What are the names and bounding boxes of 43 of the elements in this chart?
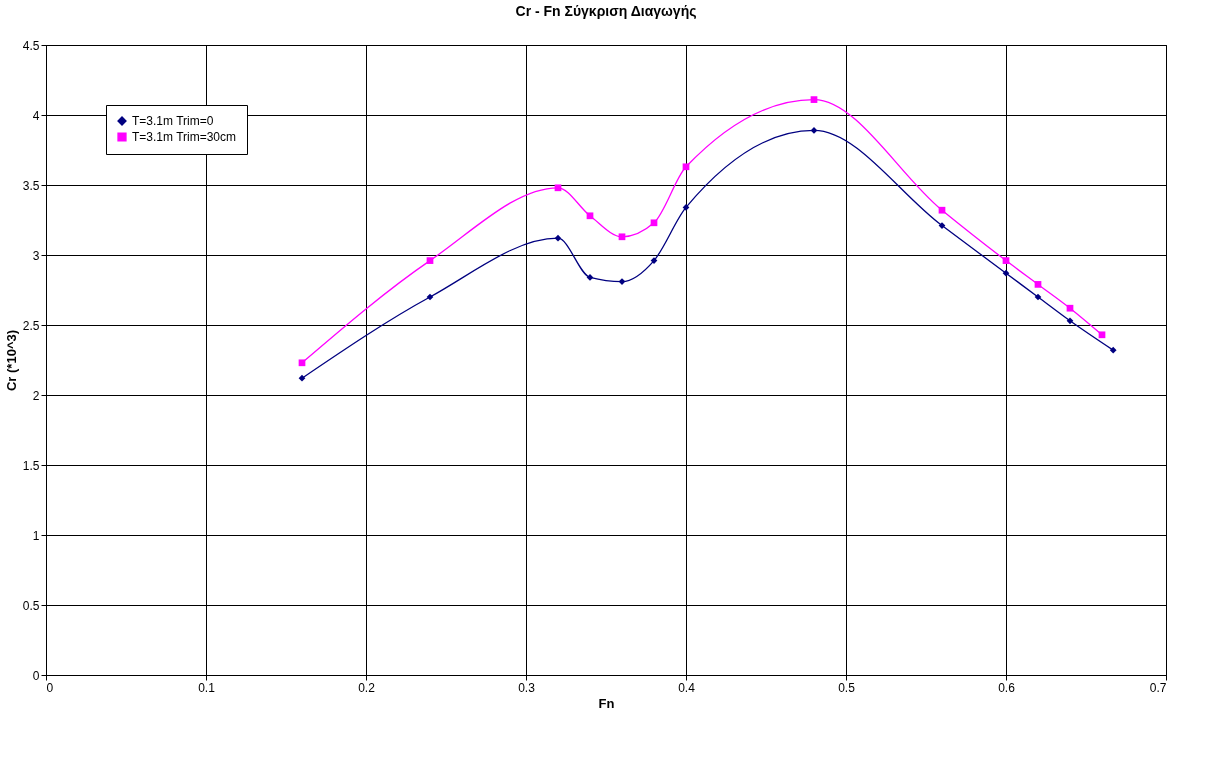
point: [1034, 293, 1042, 301]
point: [426, 257, 434, 264]
point: [1034, 281, 1042, 288]
y-tick-label: 3: [32, 248, 40, 263]
point: [298, 359, 306, 367]
x-tick-label: 0.5: [838, 680, 856, 695]
x-tick-label: 0.7: [1149, 680, 1167, 695]
legend-label: T=3.1m Trim=0: [132, 114, 214, 128]
point: [938, 206, 946, 214]
y-tick-label: 0.5: [22, 598, 40, 613]
point: [554, 184, 562, 192]
point: [1098, 331, 1106, 339]
point: [1066, 317, 1074, 325]
x-tick-label: 0.1: [198, 680, 216, 695]
point: [554, 234, 562, 242]
y-tick-label: 2: [32, 388, 40, 403]
point: [1066, 304, 1074, 312]
y-tick-label: 1: [32, 528, 40, 543]
point: [586, 212, 594, 220]
x-tick-label: 0.3: [518, 680, 536, 695]
point: [810, 96, 818, 103]
y-tick-label: 1.5: [22, 458, 40, 473]
y-tick-label: 4: [32, 108, 40, 123]
x-tick-label: 0.4: [678, 680, 696, 695]
x-axis-title: Fn: [598, 695, 615, 711]
x-tick-label: 0: [46, 680, 54, 695]
chart-title: Cr - Fn Σύγκριση Διαγωγής: [515, 3, 697, 19]
point: [1002, 269, 1010, 277]
point: [426, 293, 434, 301]
y-tick-label: 4.5: [22, 38, 40, 53]
y-tick-label: 0: [32, 668, 40, 683]
x-tick-label: 0.6: [998, 680, 1016, 695]
point: [298, 374, 306, 382]
point: [618, 233, 626, 241]
x-tick-label: 0.2: [358, 680, 376, 695]
point: [1109, 346, 1117, 354]
y-tick-label: 2.5: [22, 318, 40, 333]
legend-label: T=3.1m Trim=30cm: [132, 130, 237, 144]
point: [682, 163, 690, 171]
y-tick-label: 3.5: [22, 178, 40, 193]
y-axis-title: Cr (*10^3): [3, 329, 19, 392]
point: [650, 219, 658, 227]
point: [1002, 257, 1010, 264]
